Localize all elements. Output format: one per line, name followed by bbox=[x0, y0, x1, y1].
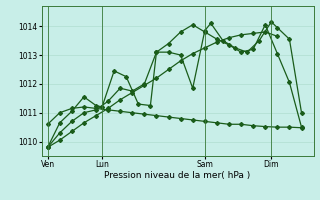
X-axis label: Pression niveau de la mer( hPa ): Pression niveau de la mer( hPa ) bbox=[104, 171, 251, 180]
